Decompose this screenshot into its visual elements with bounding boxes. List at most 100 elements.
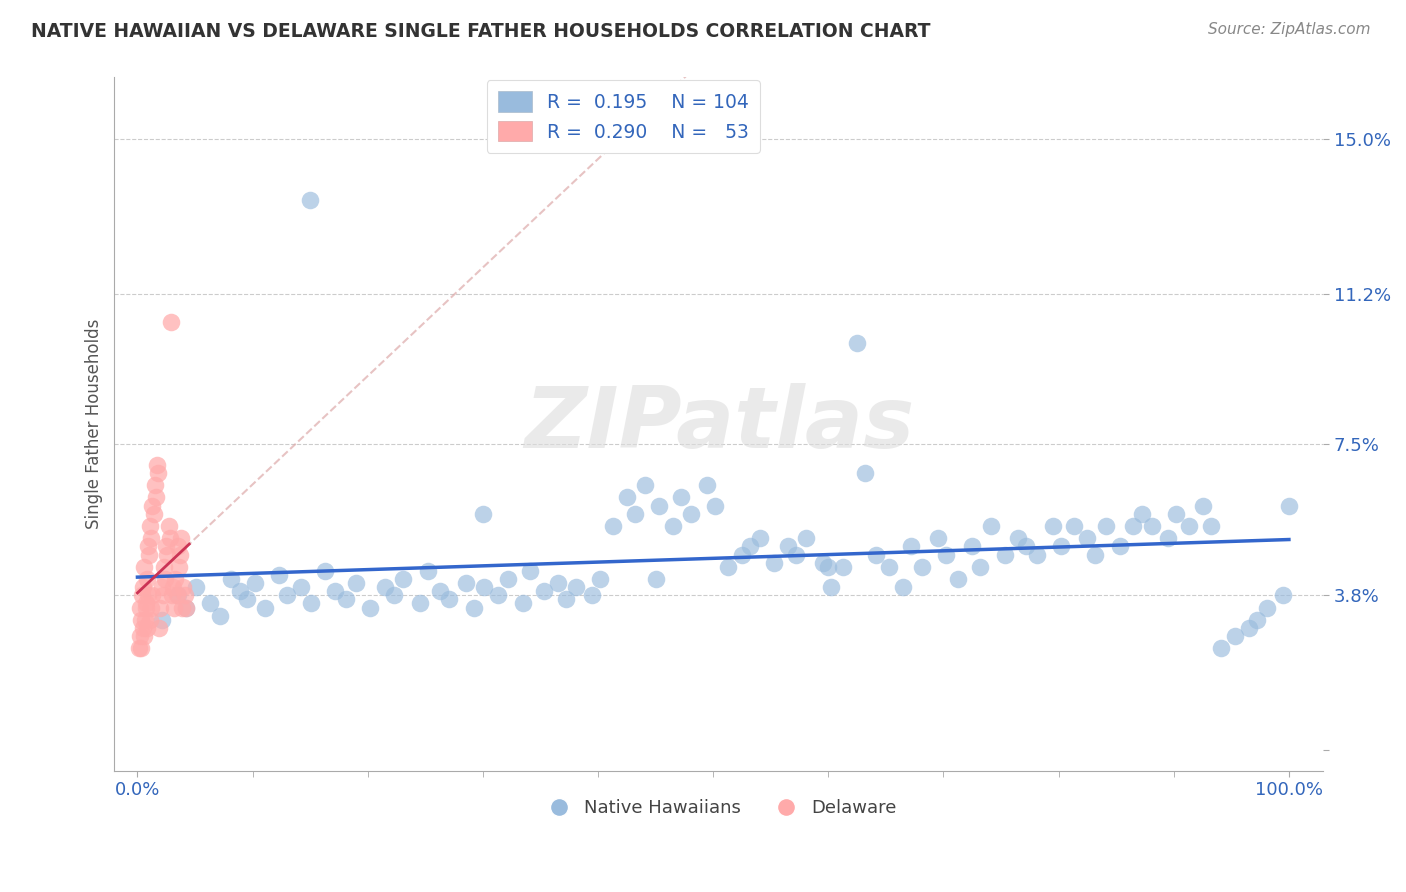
- Point: [472, 580, 495, 594]
- Point: [416, 564, 439, 578]
- Point: [135, 600, 157, 615]
- Point: [267, 568, 290, 582]
- Point: [731, 548, 754, 562]
- Text: NATIVE HAWAIIAN VS DELAWARE SINGLE FATHER HOUSEHOLDS CORRELATION CHART: NATIVE HAWAIIAN VS DELAWARE SINGLE FATHE…: [31, 22, 931, 41]
- Point: [1237, 621, 1260, 635]
- Point: [1015, 540, 1038, 554]
- Point: [900, 540, 922, 554]
- Point: [153, 572, 176, 586]
- Point: [136, 621, 159, 635]
- Point: [139, 600, 162, 615]
- Point: [169, 548, 191, 562]
- Point: [1050, 540, 1073, 554]
- Point: [157, 519, 180, 533]
- Point: [486, 588, 509, 602]
- Point: [853, 466, 876, 480]
- Point: [128, 600, 150, 615]
- Point: [439, 592, 461, 607]
- Point: [589, 572, 612, 586]
- Point: [149, 600, 172, 615]
- Point: [1042, 519, 1064, 533]
- Point: [429, 584, 451, 599]
- Point: [662, 519, 685, 533]
- Point: [186, 580, 208, 594]
- Point: [785, 548, 807, 562]
- Point: [141, 499, 163, 513]
- Point: [1084, 548, 1107, 562]
- Point: [1164, 507, 1187, 521]
- Text: ZIPatlas: ZIPatlas: [524, 383, 914, 466]
- Point: [290, 580, 312, 594]
- Point: [554, 592, 576, 607]
- Point: [131, 621, 153, 635]
- Point: [669, 491, 692, 505]
- Point: [1130, 507, 1153, 521]
- Point: [132, 629, 155, 643]
- Point: [359, 600, 381, 615]
- Point: [602, 519, 624, 533]
- Point: [142, 507, 165, 521]
- Point: [325, 584, 347, 599]
- Point: [993, 548, 1015, 562]
- Point: [519, 564, 541, 578]
- Point: [150, 580, 173, 594]
- Point: [820, 580, 842, 594]
- Point: [1108, 540, 1130, 554]
- Point: [817, 559, 839, 574]
- Point: [865, 548, 887, 562]
- Point: [547, 576, 569, 591]
- Point: [344, 576, 367, 591]
- Point: [1199, 519, 1222, 533]
- Point: [138, 548, 160, 562]
- Point: [796, 531, 818, 545]
- Point: [174, 600, 197, 615]
- Point: [891, 580, 914, 594]
- Point: [165, 572, 187, 586]
- Point: [236, 592, 259, 607]
- Point: [634, 478, 657, 492]
- Point: [131, 588, 153, 602]
- Point: [138, 613, 160, 627]
- Point: [1191, 499, 1213, 513]
- Point: [1209, 641, 1232, 656]
- Point: [1095, 519, 1118, 533]
- Point: [139, 519, 162, 533]
- Point: [565, 580, 588, 594]
- Point: [198, 597, 221, 611]
- Point: [927, 531, 949, 545]
- Point: [1122, 519, 1144, 533]
- Point: [374, 580, 396, 594]
- Point: [134, 613, 156, 627]
- Point: [209, 608, 232, 623]
- Point: [131, 641, 153, 656]
- Point: [146, 466, 169, 480]
- Point: [704, 499, 727, 513]
- Point: [648, 499, 671, 513]
- Point: [1140, 519, 1163, 533]
- Point: [153, 559, 176, 574]
- Point: [1246, 613, 1268, 627]
- Point: [132, 580, 155, 594]
- Point: [969, 559, 991, 574]
- Point: [335, 592, 357, 607]
- Point: [148, 621, 170, 635]
- Point: [681, 507, 703, 521]
- Point: [1157, 531, 1180, 545]
- Point: [948, 572, 970, 586]
- Point: [166, 588, 188, 602]
- Point: [1177, 519, 1199, 533]
- Point: [616, 491, 638, 505]
- Point: [163, 600, 186, 615]
- Point: [150, 613, 173, 627]
- Point: [832, 559, 855, 574]
- Point: [696, 478, 718, 492]
- Point: [152, 588, 174, 602]
- Point: [463, 600, 485, 615]
- Point: [980, 519, 1002, 533]
- Point: [173, 580, 195, 594]
- Point: [496, 572, 519, 586]
- Point: [408, 597, 430, 611]
- Point: [314, 564, 336, 578]
- Point: [129, 613, 152, 627]
- Point: [454, 576, 477, 591]
